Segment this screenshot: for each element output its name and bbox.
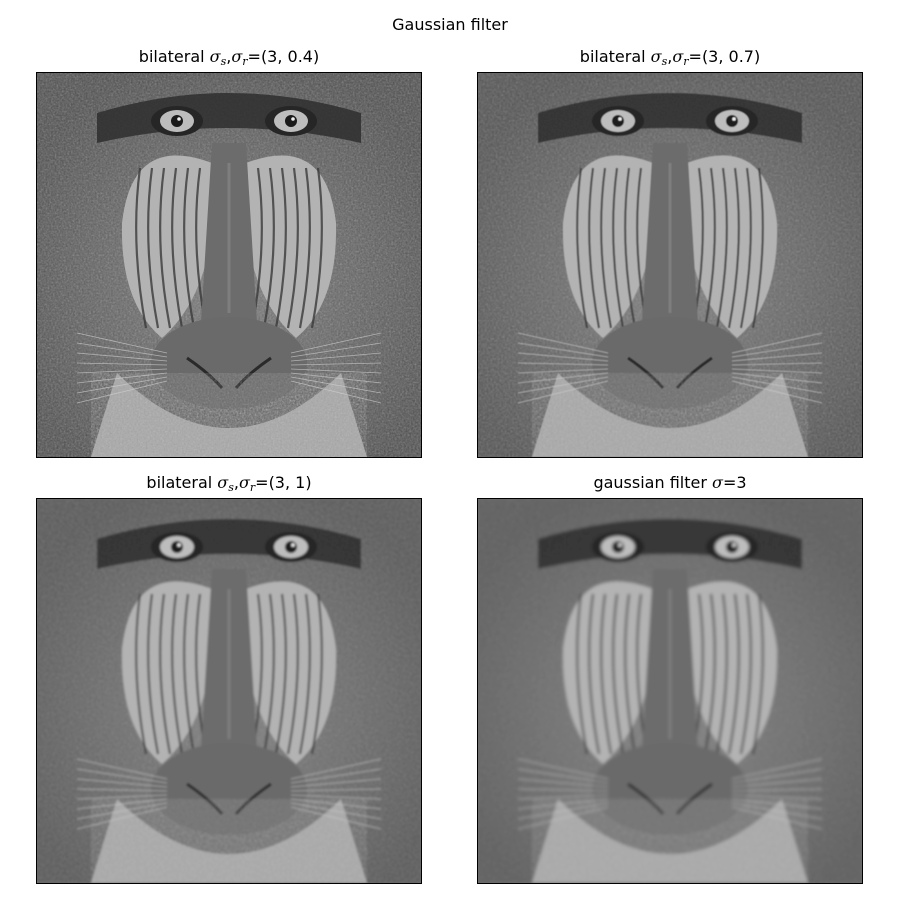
sigma-s-symbol: σs (210, 47, 227, 66)
panel-title-bilateral-1: bilateral σs,σr=(3, 0.4) (36, 46, 422, 68)
title-value: =3 (723, 473, 747, 492)
title-value: =(3, 0.7) (689, 47, 761, 66)
sigma-symbol: σ (712, 473, 723, 492)
sigma-r-symbol: σr (231, 47, 247, 66)
panel-title-bilateral-2: bilateral σs,σr=(3, 0.7) (477, 46, 863, 68)
sigma-s-symbol: σs (651, 47, 668, 66)
panel-title-bilateral-3: bilateral σs,σr=(3, 1) (36, 472, 422, 494)
mandrill-image (37, 499, 421, 883)
mandrill-image (37, 73, 421, 457)
sigma-s-symbol: σs (217, 473, 234, 492)
mandrill-image (478, 73, 862, 457)
sigma-r-symbol: σr (672, 47, 688, 66)
title-prefix: gaussian filter (593, 473, 706, 492)
sigma-r-symbol: σr (239, 473, 255, 492)
filtered-image-bilateral-1 (36, 72, 422, 458)
title-value: =(3, 0.4) (248, 47, 320, 66)
filtered-image-bilateral-2 (477, 72, 863, 458)
title-prefix: bilateral (146, 473, 212, 492)
filtered-image-gaussian (477, 498, 863, 884)
panel-title-gaussian: gaussian filter σ=3 (477, 472, 863, 494)
title-value: =(3, 1) (255, 473, 311, 492)
filtered-image-bilateral-3 (36, 498, 422, 884)
title-prefix: bilateral (139, 47, 205, 66)
figure-title: Gaussian filter (0, 14, 900, 36)
mandrill-image (478, 499, 862, 883)
title-prefix: bilateral (580, 47, 646, 66)
